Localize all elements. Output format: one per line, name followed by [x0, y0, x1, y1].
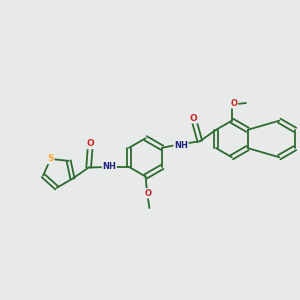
- Text: O: O: [144, 189, 151, 198]
- Text: O: O: [190, 114, 197, 123]
- Text: S: S: [47, 154, 54, 164]
- Text: NH: NH: [102, 162, 116, 171]
- Text: O: O: [86, 140, 94, 148]
- Text: O: O: [231, 99, 238, 108]
- Text: NH: NH: [174, 141, 188, 150]
